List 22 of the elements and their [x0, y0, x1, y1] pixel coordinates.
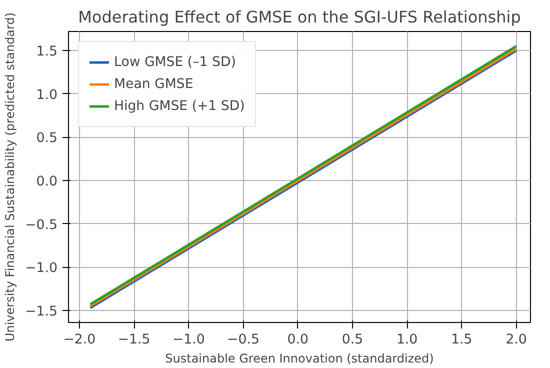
x-tick-label: 2.0 — [506, 332, 527, 348]
y-tick-label: −1.0 — [25, 261, 58, 276]
y-tick-label: 1.5 — [36, 44, 58, 60]
x-tick-label: −1.5 — [118, 332, 150, 348]
y-tick-label: 0.5 — [36, 131, 58, 146]
legend-label: High GMSE (+1 SD) — [114, 98, 245, 114]
y-axis-title: University Financial Sustainability (predicted standard) — [3, 12, 18, 342]
legend-label: Low GMSE (–1 SD) — [114, 54, 236, 70]
y-tick-label: 0.0 — [36, 174, 58, 190]
y-tick-label: 1.0 — [36, 88, 58, 103]
y-tick-label: −1.5 — [25, 304, 58, 320]
x-tick-label: −2.0 — [63, 332, 96, 348]
legend-label: Mean GMSE — [114, 76, 194, 92]
x-axis-title: Sustainable Green Innovation (standardized) — [165, 352, 434, 366]
x-tick-label: −0.5 — [227, 332, 260, 348]
x-tick-label: 0.0 — [287, 332, 308, 348]
x-tick-label: 1.0 — [396, 332, 418, 348]
chart-title: Moderating Effect of GMSE on the SGI-UFS Relationship — [78, 8, 521, 26]
x-tick-label: 1.5 — [451, 332, 472, 348]
x-tick-label: −1.0 — [172, 332, 205, 348]
y-tick-label: −0.5 — [25, 218, 58, 233]
x-tick-label: 0.5 — [342, 332, 364, 348]
